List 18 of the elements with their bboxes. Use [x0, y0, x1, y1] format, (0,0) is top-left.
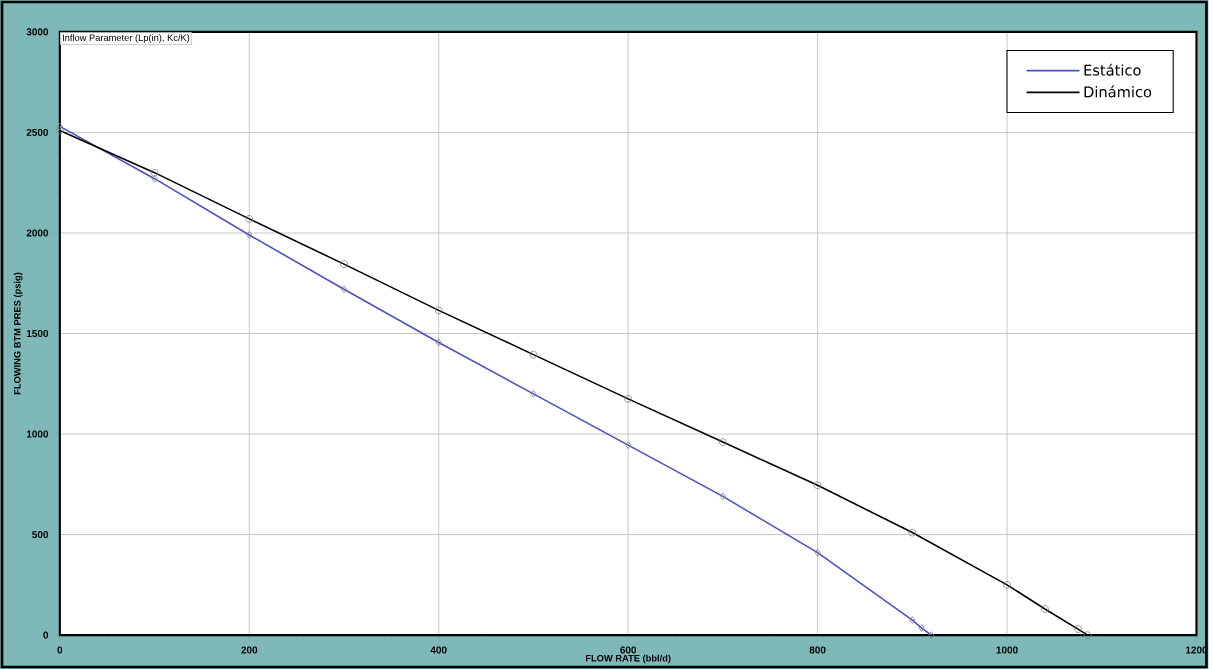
y-tick-label: 3000 [26, 28, 49, 36]
x-tick-label: 800 [809, 646, 826, 654]
y-tick-label: 2500 [26, 128, 49, 136]
y-tick-label: 1500 [26, 329, 49, 338]
x-tick-label: 0 [57, 646, 63, 654]
y-tick-label: 2000 [26, 229, 49, 237]
x-tick-label: 600 [620, 646, 637, 654]
x-tick-label: 200 [241, 646, 258, 654]
y-tick-label: 1000 [26, 430, 49, 438]
legend-label: Dinámico [1084, 85, 1152, 98]
y-tick-label: 0 [43, 631, 49, 639]
y-axis-title: FLOWING BTM PRES (psig) [13, 272, 23, 395]
x-axis-title: FLOW RATE (bbl/d) [585, 654, 671, 664]
legend-label: Estático [1084, 63, 1141, 76]
annotation: Inflow Parameter (Lp(in), Kc/K) [62, 34, 190, 43]
x-tick-label: 400 [430, 646, 447, 654]
x-tick-label: 1000 [996, 646, 1018, 654]
y-tick-label: 500 [32, 531, 49, 539]
